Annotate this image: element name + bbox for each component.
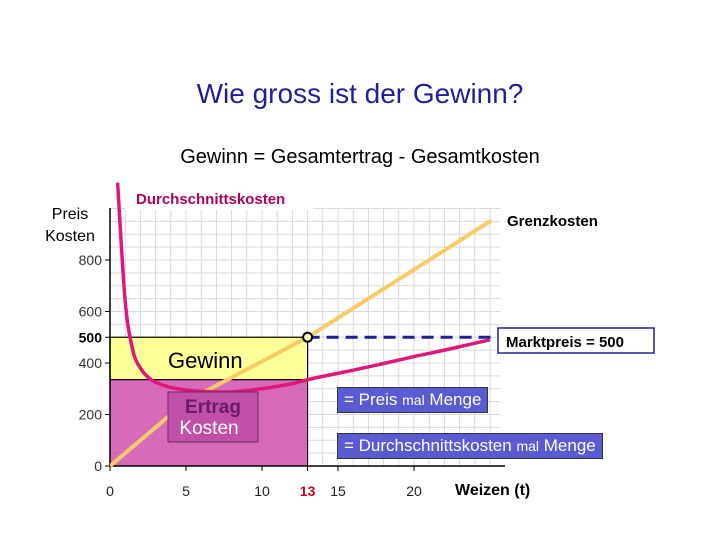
marginal-cost-line (110, 219, 492, 468)
profit-formula: Gewinn = Gesamtertrag - Gesamtkosten (180, 146, 540, 168)
cost-area-label: Kosten (179, 418, 238, 439)
revenue-area-label: Ertrag (185, 397, 241, 418)
y-tick-label-400: 400 (79, 355, 103, 371)
slide-title: Wie gross ist der Gewinn? (196, 78, 524, 109)
average-cost-label-bg (125, 186, 313, 210)
y-tick-label-600: 600 (79, 304, 103, 320)
y-tick-label-0: 0 (94, 458, 102, 474)
y-axis-label-line-2: Kosten (45, 228, 95, 245)
x-tick-label-13: 13 (300, 483, 316, 499)
x-tick-label-0: 0 (106, 483, 114, 499)
revenue-formula-end: Menge (429, 390, 482, 409)
marginal-cost-label: Grenzkosten (507, 213, 598, 230)
equilibrium-point (302, 331, 314, 343)
cost-formula-main: = Durchschnittskosten (344, 436, 512, 455)
revenue-cost-label-box (167, 391, 259, 443)
x-tick-label-5: 5 (182, 483, 190, 499)
revenue-formula-box: = Preis mal Menge (337, 387, 489, 413)
revenue-formula-main: = Preis (344, 390, 398, 409)
cost-formula-mal: mal (516, 438, 540, 454)
y-tick-label-800: 800 (79, 252, 103, 268)
y-axis-label: Preis Kosten (36, 204, 104, 248)
average-cost-label: Durchschnittskosten (136, 191, 285, 208)
cost-formula-box: = Durchschnittskosten mal Menge (337, 433, 603, 459)
cost-formula-end: Menge (543, 436, 596, 455)
y-axis-label-line-1: Preis (51, 206, 89, 223)
x-tick-label-15: 15 (330, 483, 346, 499)
x-tick-label-20: 20 (406, 483, 422, 499)
x-axis-label: Weizen (t) (455, 482, 531, 499)
y-tick-label-500: 500 (79, 329, 103, 345)
market-price-label: Marktpreis = 500 (506, 334, 624, 351)
x-tick-label-10: 10 (254, 483, 270, 499)
market-price-label-box (497, 327, 655, 354)
revenue-formula-mal: mal (402, 392, 425, 408)
y-tick-label-200: 200 (79, 407, 103, 423)
profit-area-label: Gewinn (168, 348, 243, 373)
